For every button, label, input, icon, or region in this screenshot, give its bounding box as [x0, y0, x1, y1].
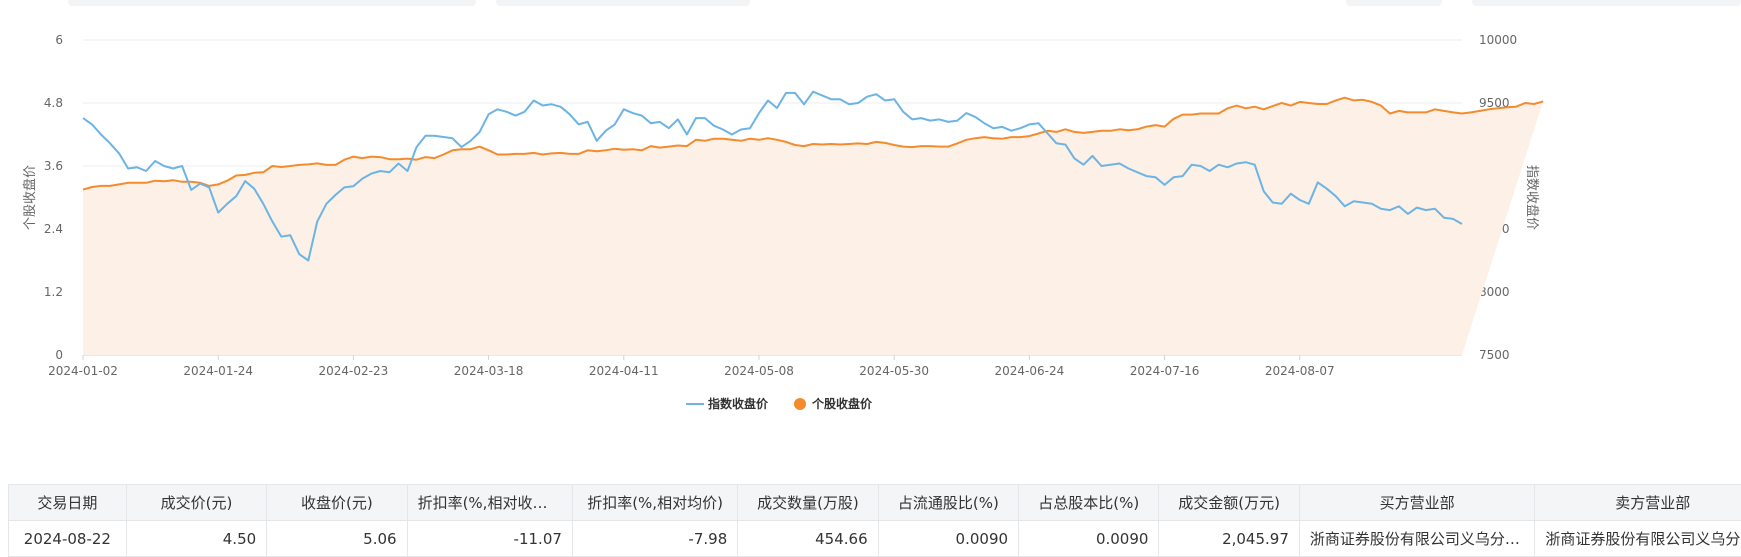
price-comparison-chart: 075001.280002.485003.690004.895006100002…	[0, 20, 1741, 460]
cell-total-ratio: 0.0090	[1019, 521, 1159, 557]
cell-buyer: 浙商证券股份有限公司义乌分公司	[1299, 521, 1535, 557]
x-tick-label: 2024-06-24	[994, 364, 1064, 378]
x-tick-label: 2024-07-16	[1130, 364, 1200, 378]
col-header-seller[interactable]: 卖方营业部	[1535, 485, 1741, 521]
y-left-tick-label: 1.2	[44, 285, 63, 299]
col-header-deal-price[interactable]: 成交价(元)	[126, 485, 266, 521]
block-trade-table: 交易日期 成交价(元) 收盘价(元) 折扣率(%,相对收盘价) 折扣率(%,相对…	[8, 484, 1741, 557]
legend-dot-icon	[794, 398, 806, 410]
col-header-discount-close[interactable]: 折扣率(%,相对收盘价)	[407, 485, 572, 521]
series-area-stock-close	[83, 98, 1543, 355]
x-tick-label: 2024-05-08	[724, 364, 794, 378]
cell-close-price: 5.06	[267, 521, 407, 557]
col-header-discount-avg[interactable]: 折扣率(%,相对均价)	[572, 485, 737, 521]
top-button[interactable]	[1472, 0, 1741, 6]
x-tick-label: 2024-03-18	[454, 364, 524, 378]
y-left-tick-label: 3.6	[44, 159, 63, 173]
block-trade-grid: 交易日期 成交价(元) 收盘价(元) 折扣率(%,相对收盘价) 折扣率(%,相对…	[8, 484, 1741, 557]
cell-trade-date: 2024-08-22	[9, 521, 127, 557]
cell-amount: 2,045.97	[1159, 521, 1299, 557]
col-header-trade-date[interactable]: 交易日期	[9, 485, 127, 521]
x-tick-label: 2024-05-30	[859, 364, 929, 378]
cell-deal-price: 4.50	[126, 521, 266, 557]
table-header-row: 交易日期 成交价(元) 收盘价(元) 折扣率(%,相对收盘价) 折扣率(%,相对…	[9, 485, 1741, 521]
y-right-tick-label: 10000	[1479, 33, 1517, 47]
top-toolbar	[0, 0, 1741, 8]
y-left-tick-label: 6	[55, 33, 63, 47]
table-row[interactable]: 2024-08-22 4.50 5.06 -11.07 -7.98 454.66…	[9, 521, 1741, 557]
chart-svg: 075001.280002.485003.690004.895006100002…	[0, 20, 1741, 460]
cell-float-ratio: 0.0090	[878, 521, 1018, 557]
legend-label-index: 指数收盘价	[708, 396, 769, 411]
x-tick-label: 2024-02-23	[319, 364, 389, 378]
y-left-axis-title: 个股收盘价	[22, 165, 38, 230]
x-tick-label: 2024-08-07	[1265, 364, 1335, 378]
col-header-float-ratio[interactable]: 占流通股比(%)	[878, 485, 1018, 521]
col-header-amount[interactable]: 成交金额(万元)	[1159, 485, 1299, 521]
cell-discount-close: -11.07	[407, 521, 572, 557]
col-header-buyer[interactable]: 买方营业部	[1299, 485, 1535, 521]
y-right-axis-title: 指数收盘价	[1524, 165, 1540, 230]
y-right-tick-label: 7500	[1479, 348, 1510, 362]
x-tick-label: 2024-04-11	[589, 364, 659, 378]
col-header-total-ratio[interactable]: 占总股本比(%)	[1019, 485, 1159, 521]
y-left-tick-label: 4.8	[44, 96, 63, 110]
cell-volume: 454.66	[738, 521, 878, 557]
cell-discount-avg: -7.98	[572, 521, 737, 557]
x-tick-label: 2024-01-24	[183, 364, 253, 378]
y-left-tick-label: 2.4	[44, 222, 63, 236]
legend-label-stock: 个股收盘价	[811, 396, 873, 411]
x-tick-label: 2024-01-02	[48, 364, 118, 378]
col-header-close-price[interactable]: 收盘价(元)	[267, 485, 407, 521]
y-left-tick-label: 0	[55, 348, 63, 362]
top-button[interactable]	[1346, 0, 1442, 6]
top-select-box[interactable]	[68, 0, 476, 6]
cell-seller: 浙商证券股份有限公司义乌分公司	[1535, 521, 1741, 557]
top-select-box[interactable]	[496, 0, 750, 6]
col-header-volume[interactable]: 成交数量(万股)	[738, 485, 878, 521]
